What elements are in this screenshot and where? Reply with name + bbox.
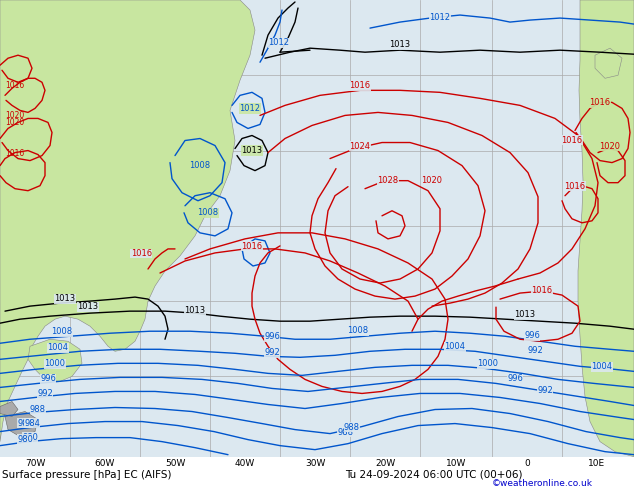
- Text: 1008: 1008: [190, 161, 210, 170]
- Text: 1012: 1012: [240, 104, 261, 113]
- Text: 60W: 60W: [95, 459, 115, 467]
- Text: 992: 992: [527, 346, 543, 355]
- Text: 1016: 1016: [5, 148, 24, 158]
- Text: 992: 992: [37, 390, 53, 398]
- Text: 1013: 1013: [514, 310, 536, 319]
- Text: 984: 984: [17, 418, 33, 428]
- Text: 1013: 1013: [389, 40, 411, 49]
- Text: 1020: 1020: [5, 119, 24, 127]
- Polygon shape: [578, 0, 634, 457]
- Text: 1012: 1012: [268, 38, 289, 47]
- Text: 1024: 1024: [349, 142, 370, 150]
- Text: 1013: 1013: [184, 306, 205, 315]
- Text: 1016: 1016: [5, 81, 24, 90]
- Text: 1016: 1016: [590, 98, 611, 107]
- Text: 30W: 30W: [305, 459, 325, 467]
- Text: 1020: 1020: [600, 142, 621, 150]
- Polygon shape: [595, 48, 622, 78]
- Text: 10W: 10W: [446, 459, 466, 467]
- Polygon shape: [28, 339, 82, 381]
- Text: 1028: 1028: [377, 176, 399, 185]
- Text: 1020: 1020: [5, 111, 24, 121]
- Text: 1016: 1016: [564, 182, 586, 191]
- Polygon shape: [5, 412, 38, 437]
- Text: 988: 988: [30, 405, 46, 414]
- Text: 1004: 1004: [444, 343, 465, 351]
- Text: 70W: 70W: [25, 459, 45, 467]
- Text: ©weatheronline.co.uk: ©weatheronline.co.uk: [492, 479, 593, 488]
- Text: 10E: 10E: [588, 459, 605, 467]
- Text: 1008: 1008: [51, 327, 72, 336]
- Text: 1020: 1020: [422, 176, 443, 185]
- Text: 996: 996: [264, 332, 280, 341]
- Text: 992: 992: [264, 348, 280, 357]
- Text: 1008: 1008: [197, 208, 219, 217]
- Text: 0: 0: [524, 459, 530, 467]
- Text: 996: 996: [40, 374, 56, 383]
- Text: 1004: 1004: [48, 343, 68, 352]
- Text: 1013: 1013: [55, 294, 75, 303]
- Text: 980: 980: [22, 433, 38, 441]
- Text: 984: 984: [24, 418, 40, 428]
- Text: 1008: 1008: [347, 326, 368, 335]
- Text: Tu 24-09-2024 06:00 UTC (00+06): Tu 24-09-2024 06:00 UTC (00+06): [345, 470, 522, 480]
- Text: 20W: 20W: [375, 459, 395, 467]
- Text: 996: 996: [524, 331, 540, 340]
- Text: 988: 988: [337, 428, 353, 437]
- Text: 1016: 1016: [562, 136, 583, 145]
- Text: 980: 980: [17, 435, 33, 443]
- Text: Surface pressure [hPa] EC (AIFS): Surface pressure [hPa] EC (AIFS): [2, 470, 172, 480]
- Text: 40W: 40W: [235, 459, 255, 467]
- Text: 1016: 1016: [242, 242, 262, 251]
- Polygon shape: [0, 401, 18, 416]
- Text: 988: 988: [344, 422, 360, 432]
- Text: 1000: 1000: [477, 359, 498, 368]
- Text: 1013: 1013: [77, 302, 98, 311]
- Text: 1016: 1016: [349, 81, 370, 90]
- Text: 1016: 1016: [531, 286, 553, 295]
- Text: 1013: 1013: [242, 146, 262, 155]
- Text: 1000: 1000: [44, 359, 65, 368]
- Text: 996: 996: [507, 374, 523, 383]
- Text: 50W: 50W: [165, 459, 185, 467]
- Text: 1016: 1016: [131, 249, 152, 258]
- Text: 1004: 1004: [592, 363, 612, 371]
- Text: 1012: 1012: [429, 13, 451, 22]
- Polygon shape: [0, 0, 255, 441]
- Text: 992: 992: [537, 387, 553, 395]
